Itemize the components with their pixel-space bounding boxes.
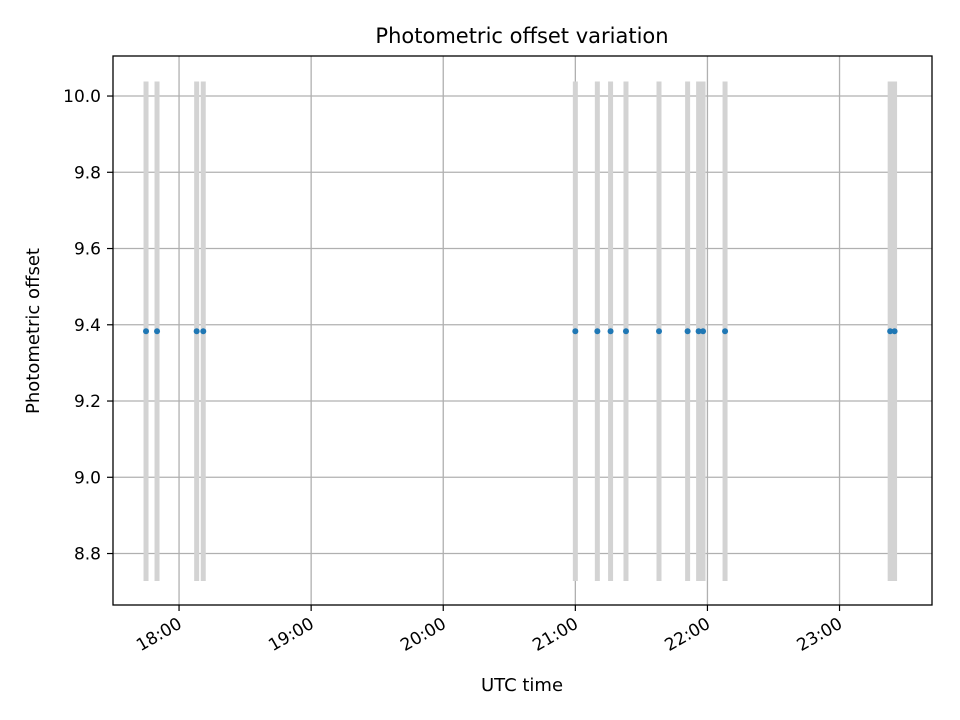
- data-point-7: [622, 328, 629, 335]
- data-point-12: [722, 328, 729, 335]
- chart-title: Photometric offset variation: [375, 24, 668, 48]
- y-axis-ticks: 8.8 9.0 9.2 9.4 9.6 9.8 10.0: [63, 87, 113, 565]
- data-point-14: [891, 328, 898, 335]
- x-tick-label-3: 21:00: [529, 614, 581, 656]
- data-point-3: [200, 328, 207, 335]
- data-point-1: [154, 328, 161, 335]
- data-point-0: [143, 328, 150, 335]
- x-axis-ticks: 18:00 19:00 20:00 21:00 22:00 23:00: [133, 605, 846, 656]
- x-tick-label-4: 22:00: [662, 614, 714, 656]
- data-points: [143, 328, 898, 335]
- x-tick-label-0: 18:00: [133, 614, 185, 656]
- x-axis-label: UTC time: [481, 675, 563, 696]
- x-tick-label-1: 19:00: [265, 614, 317, 656]
- data-point-6: [607, 328, 614, 335]
- data-point-9: [684, 328, 691, 335]
- y-tick-label-3: 9.4: [74, 316, 101, 336]
- y-tick-label-4: 9.6: [74, 240, 101, 260]
- data-point-10: [695, 328, 702, 335]
- data-point-13: [887, 328, 894, 335]
- data-point-2: [193, 328, 200, 335]
- error-bars: [143, 81, 898, 581]
- y-tick-label-0: 8.8: [74, 545, 101, 565]
- plot-frame: [112, 55, 933, 606]
- grid-lines: [113, 56, 932, 605]
- y-tick-label-1: 9.0: [74, 468, 101, 488]
- data-point-11: [700, 328, 707, 335]
- data-point-4: [572, 328, 579, 335]
- y-axis-label: Photometric offset: [23, 248, 44, 414]
- x-tick-label-2: 20:00: [397, 614, 449, 656]
- x-tick-label-5: 23:00: [794, 614, 846, 656]
- y-tick-label-5: 9.8: [74, 163, 101, 183]
- y-tick-label-6: 10.0: [63, 87, 101, 107]
- data-point-8: [656, 328, 662, 335]
- y-tick-label-2: 9.2: [74, 392, 101, 412]
- data-point-5: [594, 328, 601, 335]
